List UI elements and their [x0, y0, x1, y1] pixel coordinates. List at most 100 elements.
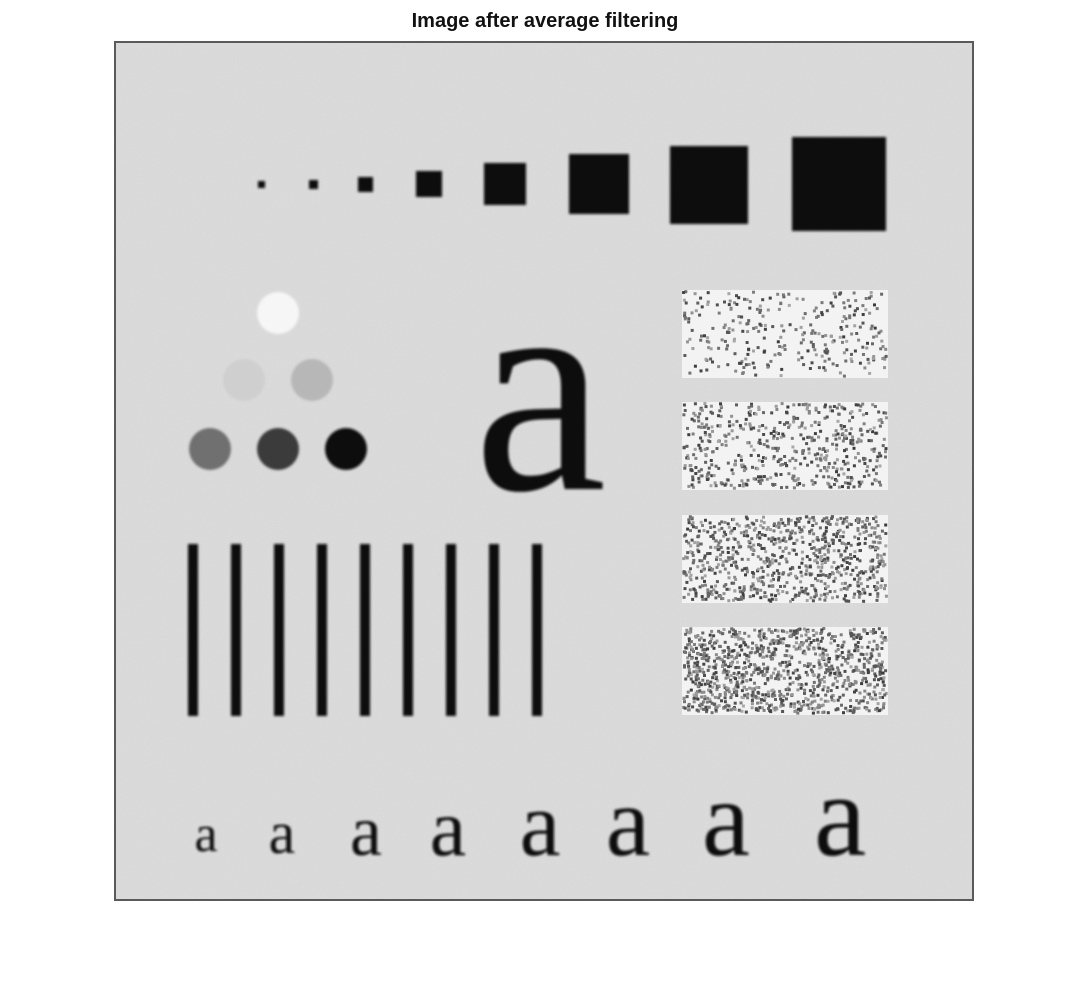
noise-speck [742, 534, 746, 538]
noise-speck [692, 665, 696, 669]
noise-speck [706, 336, 710, 340]
noise-speck [687, 702, 691, 706]
noise-speck [750, 647, 754, 650]
noise-speck [732, 657, 736, 661]
noise-speck [849, 476, 853, 479]
noise-speck [732, 581, 736, 585]
noise-speck [795, 708, 799, 712]
noise-speck [812, 546, 816, 550]
noise-speck [723, 567, 727, 571]
noise-speck [761, 648, 765, 652]
noise-speck [833, 635, 837, 638]
noise-speck [726, 538, 729, 542]
noise-speck [872, 678, 876, 682]
noise-speck [786, 686, 790, 690]
noise-speck [742, 589, 746, 593]
noise-speck [723, 686, 727, 690]
noise-speck [727, 648, 731, 652]
square-series [258, 137, 886, 231]
noise-speck [794, 328, 798, 332]
noise-speck [741, 372, 745, 375]
noise-speck [719, 402, 722, 406]
noise-speck [698, 313, 702, 317]
noise-speck [744, 529, 748, 533]
noise-speck [771, 584, 775, 588]
noise-speck [737, 315, 741, 319]
noise-speck [816, 452, 820, 456]
noise-speck [768, 642, 772, 646]
noise-speck [723, 640, 727, 644]
noise-speck [801, 557, 805, 561]
noise-speck [708, 684, 712, 688]
noise-speck [833, 483, 836, 486]
noise-speck [884, 638, 888, 642]
noise-speck [800, 528, 803, 532]
noise-speck [881, 665, 885, 669]
noise-speck [705, 710, 708, 714]
noise-speck [876, 664, 880, 668]
noise-speck [880, 339, 884, 343]
noise-speck [689, 657, 693, 661]
noise-speck [726, 522, 730, 526]
noise-speck [683, 409, 687, 412]
noise-speck [703, 334, 706, 338]
noise-speck [832, 549, 836, 553]
noise-speck [706, 561, 710, 565]
noise-rectangle-3 [682, 515, 888, 603]
noise-speck [703, 674, 706, 677]
noise-speck [698, 643, 702, 647]
noise-speck [831, 304, 835, 308]
noise-speck [758, 438, 762, 442]
noise-speck [733, 707, 737, 711]
noise-speck [717, 696, 721, 700]
noise-speck [791, 456, 795, 460]
noise-speck [856, 645, 860, 649]
noise-speck [839, 535, 843, 538]
noise-speck [862, 422, 866, 426]
noise-speck [696, 634, 700, 638]
noise-speck [752, 671, 756, 674]
noise-speck [752, 543, 756, 547]
noise-speck [773, 483, 777, 486]
noise-speck [806, 665, 810, 668]
noise-speck [785, 581, 789, 585]
noise-speck [855, 440, 859, 444]
noise-speck [750, 537, 754, 541]
noise-speck [804, 587, 808, 591]
noise-speck [821, 711, 825, 714]
noise-speck [806, 463, 809, 467]
noise-speck [782, 536, 786, 540]
noise-speck [777, 562, 781, 566]
noise-speck [691, 680, 695, 684]
noise-speck [686, 340, 689, 344]
noise-speck [758, 635, 762, 639]
noise-speck [687, 708, 691, 712]
noise-speck [736, 685, 740, 689]
noise-speck [811, 482, 815, 486]
noise-speck [806, 673, 809, 677]
noise-speck [743, 661, 747, 665]
noise-speck [768, 296, 772, 300]
noise-speck [853, 577, 856, 581]
noise-speck [842, 351, 846, 355]
noise-speck [732, 339, 736, 343]
noise-speck [724, 583, 728, 587]
noise-speck [785, 411, 789, 415]
noise-speck [697, 480, 701, 484]
noise-speck [766, 308, 770, 312]
noise-speck [829, 689, 833, 693]
noise-speck [793, 595, 797, 599]
noise-speck [878, 424, 882, 428]
noise-speck [756, 467, 760, 471]
noise-speck [835, 364, 839, 367]
noise-speck [850, 352, 853, 356]
noise-speck [859, 427, 863, 431]
noise-speck [687, 541, 691, 545]
noise-speck [838, 538, 842, 542]
noise-speck [730, 414, 734, 418]
noise-speck [726, 645, 730, 649]
noise-speck [699, 369, 703, 373]
noise-speck [759, 588, 763, 592]
noise-speck [698, 412, 702, 416]
noise-speck [820, 301, 824, 305]
